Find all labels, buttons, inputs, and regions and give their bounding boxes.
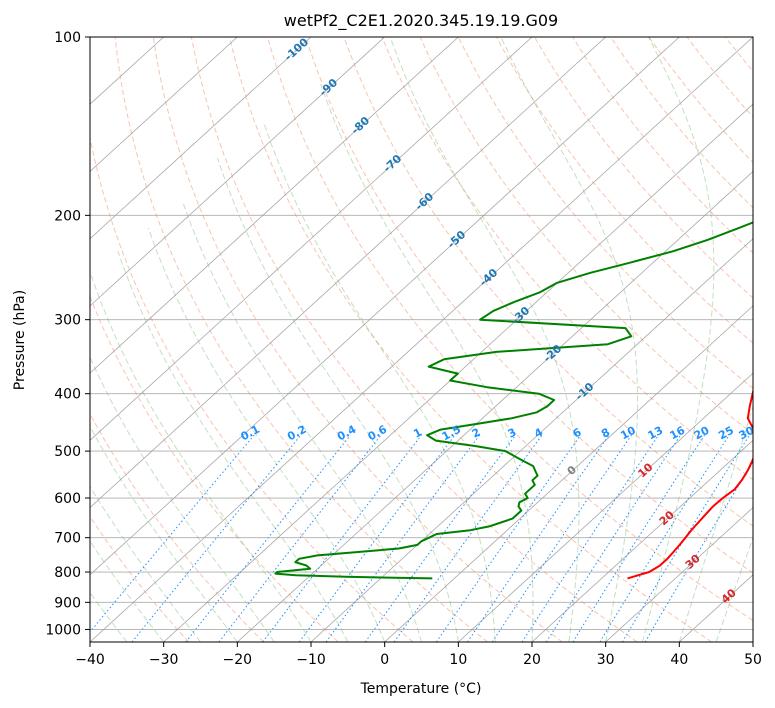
x-tick-label: −40 — [75, 652, 105, 668]
x-axis-ticks: −40 −30 −20 −10 0 10 20 30 40 50 — [75, 642, 762, 668]
mixing-ratio-line — [467, 434, 610, 642]
plot-frame — [89, 36, 754, 643]
isotherm-line — [237, 170, 753, 642]
y-tick-label: 500 — [54, 444, 81, 460]
mixing-ratio-label: 10 — [618, 424, 638, 443]
plot-area — [90, 37, 753, 642]
x-tick-label: 30 — [597, 652, 615, 668]
mixing-ratio-label: 16 — [668, 424, 688, 443]
moist-adiabat — [182, 201, 422, 642]
moist-adiabat — [90, 591, 128, 642]
isotherm-line — [531, 439, 753, 642]
mixing-ratio-line — [90, 434, 255, 633]
x-tick-label: −20 — [223, 652, 253, 668]
isotherm-line — [90, 37, 753, 642]
mixing-ratio-line — [599, 434, 730, 642]
sounding-profiles — [274, 221, 753, 580]
y-tick-label: 800 — [54, 565, 81, 581]
isotherm-line — [90, 37, 680, 576]
temperature-profile — [627, 388, 753, 580]
x-tick-label: 10 — [449, 652, 467, 668]
isotherm-line — [90, 37, 312, 240]
x-tick-label: −10 — [296, 652, 326, 668]
moist-adiabat — [389, 37, 580, 642]
isotherm-line — [90, 37, 459, 374]
moist-adiabat — [90, 425, 238, 642]
moist-adiabat — [90, 356, 275, 642]
x-axis-label: Temperature (°C) — [360, 681, 482, 697]
dry-adiabat — [305, 37, 753, 574]
x-tick-label: −30 — [149, 652, 179, 668]
moist-adiabat — [90, 272, 312, 642]
isotherm-line — [90, 37, 238, 172]
mixing-ratio-label: 25 — [716, 424, 736, 443]
dewpoint-profile — [274, 221, 753, 580]
moist-adiabat — [263, 123, 496, 642]
y-tick-label: 900 — [54, 595, 81, 611]
y-tick-label: 400 — [54, 387, 81, 403]
isotherm-line — [163, 103, 753, 642]
dry-adiabat — [90, 135, 414, 642]
mixing-ratio-line — [545, 434, 682, 642]
moist-adiabat — [320, 83, 534, 642]
dry-adiabat — [229, 37, 712, 642]
isotherm-line — [90, 37, 606, 509]
mixing-ratio-line — [435, 434, 582, 642]
isotherm-line — [458, 372, 753, 642]
y-tick-label: 300 — [54, 313, 81, 329]
dry-adiabat — [190, 37, 638, 642]
dry-adiabat — [457, 37, 753, 389]
isotherm-line — [90, 37, 385, 307]
mixing-ratio-line — [262, 434, 422, 642]
moist-adiabat — [90, 540, 165, 642]
dry-adiabat — [610, 37, 753, 209]
mixing-ratio-label: 30 — [737, 424, 757, 443]
mixing-ratio-line — [131, 434, 302, 642]
dry-adiabat — [343, 37, 753, 527]
moist-adiabat — [678, 404, 753, 642]
y-tick-label: 200 — [54, 208, 81, 224]
dry-adiabat — [648, 37, 753, 164]
mixing-ratio-line — [325, 434, 480, 642]
mixing-ratio-label: 20 — [692, 424, 712, 443]
mixing-ratio-lines — [90, 434, 753, 642]
moist-adiabat — [500, 37, 639, 642]
mixing-ratio-label: 13 — [646, 424, 666, 443]
y-tick-label: 100 — [54, 30, 81, 46]
y-tick-label: 700 — [54, 531, 81, 547]
isotherm-line — [605, 507, 753, 642]
dry-adiabat — [267, 37, 753, 622]
x-tick-label: 20 — [523, 652, 541, 668]
mixing-ratio-line — [218, 434, 382, 642]
dry-adiabat — [90, 515, 190, 642]
x-tick-label: 40 — [670, 652, 688, 668]
y-tick-label: 600 — [54, 491, 81, 507]
x-tick-label: 0 — [380, 652, 389, 668]
mixing-ratio-line — [621, 434, 750, 642]
y-axis-label: Pressure (hPa) — [12, 290, 28, 390]
y-axis-ticks: 1000 900 800 700 600 500 400 300 200 100 — [45, 30, 90, 638]
pressure-gridlines — [90, 37, 753, 630]
dry-adiabat — [495, 37, 753, 344]
isotherm-line — [90, 37, 533, 441]
dry-adiabat — [381, 37, 753, 481]
dry-adiabat — [90, 295, 339, 642]
dry-adiabat — [534, 37, 753, 299]
moist-adiabat — [147, 227, 386, 642]
isotherm-line — [384, 305, 753, 642]
moist-adiabat — [117, 251, 349, 642]
moist-adiabat — [90, 485, 201, 642]
x-tick-label: 50 — [744, 652, 762, 668]
chart-title: wetPf2_C2E1.2020.345.19.19.G09 — [284, 11, 558, 31]
y-tick-label: 1000 — [45, 622, 81, 638]
skewed-isotherms — [90, 37, 753, 642]
mixing-ratio-line — [572, 434, 706, 642]
